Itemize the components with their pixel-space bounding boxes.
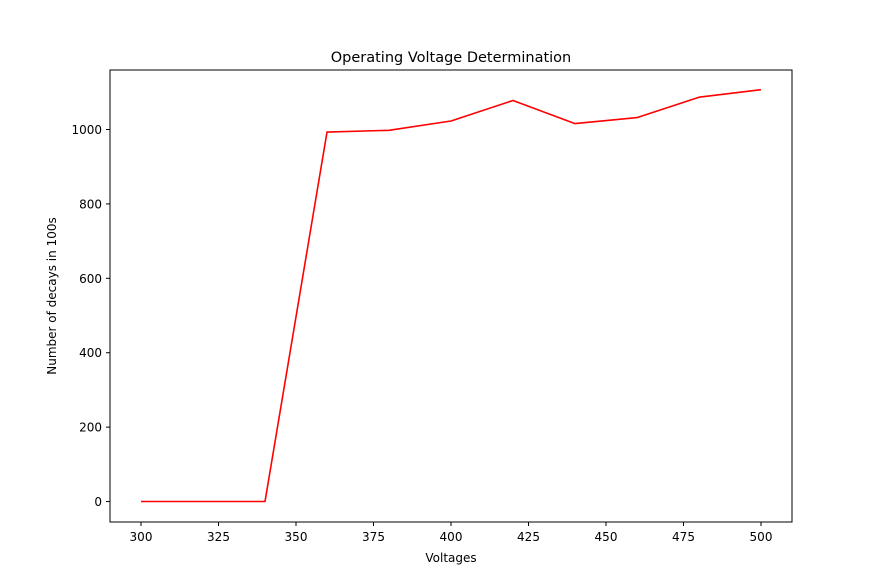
chart-title: Operating Voltage Determination [331,50,572,66]
x-tick-label: 475 [672,530,695,544]
x-tick-label: 350 [285,530,308,544]
y-axis-label: Number of decays in 100s [45,217,59,374]
plot-frame [109,69,793,523]
x-axis-ticks: 300 325 350 375 400 425 450 475 500 [130,522,773,544]
x-tick-label: 375 [362,530,385,544]
x-tick-label: 450 [595,530,618,544]
x-tick-label: 325 [207,530,230,544]
series-line [141,88,762,503]
x-tick-label: 425 [517,530,540,544]
y-axis-ticks: 0 200 400 600 800 1000 [71,123,110,509]
x-tick-label: 500 [750,530,773,544]
plot-series [141,88,762,503]
y-tick-label: 200 [79,421,102,435]
y-tick-label: 600 [79,272,102,286]
y-tick-label: 400 [79,346,102,360]
y-tick-label: 800 [79,197,102,211]
y-tick-label: 1000 [71,123,102,137]
x-tick-label: 400 [440,530,463,544]
x-tick-label: 300 [130,530,153,544]
y-tick-label: 0 [94,495,102,509]
x-axis-label: Voltages [425,551,476,565]
